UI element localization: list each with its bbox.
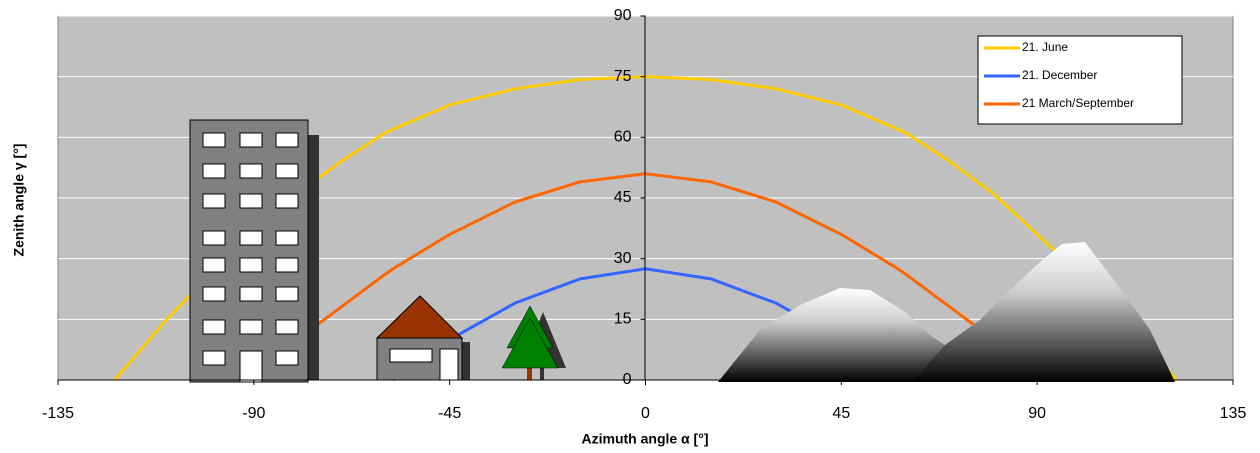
x-tick-label: 0 xyxy=(641,405,650,422)
y-tick-label: 75 xyxy=(614,68,632,85)
y-tick-label: 30 xyxy=(614,250,632,267)
y-tick-label: 60 xyxy=(614,129,632,146)
mountain xyxy=(718,288,980,382)
x-axis-title: Azimuth angle α [°] xyxy=(582,431,709,447)
x-tick-label: -90 xyxy=(242,405,265,422)
axes xyxy=(57,15,1234,385)
building xyxy=(189,119,309,383)
windows xyxy=(202,132,299,383)
roof xyxy=(375,295,464,339)
y-tick-label: 0 xyxy=(623,371,632,388)
x-tick-label: -135 xyxy=(42,405,74,422)
legend-box xyxy=(977,35,1183,125)
trees xyxy=(501,305,566,380)
x-tick-label: -45 xyxy=(438,405,461,422)
y-tick-label: 45 xyxy=(614,189,632,206)
y-tick-label: 15 xyxy=(614,311,632,328)
x-tick-label: 90 xyxy=(1028,405,1046,422)
legend-label: 21 March/September xyxy=(1022,96,1134,110)
house-door xyxy=(439,348,459,381)
x-tick-label: 45 xyxy=(832,405,850,422)
y-axis-title: Zenith angle γ [°] xyxy=(11,144,27,257)
building-shadow xyxy=(308,135,319,380)
legend-label: 21. December xyxy=(1022,68,1097,82)
y-tick-label: 90 xyxy=(614,7,632,24)
house-shadow xyxy=(462,342,470,380)
legend: 21. June 21. December 21 March/September xyxy=(977,35,1183,125)
mountain xyxy=(912,242,1175,382)
legend-label: 21. June xyxy=(1022,40,1068,54)
x-tick-label: 135 xyxy=(1220,405,1247,422)
scenery xyxy=(189,119,1175,383)
house-window xyxy=(389,348,433,363)
